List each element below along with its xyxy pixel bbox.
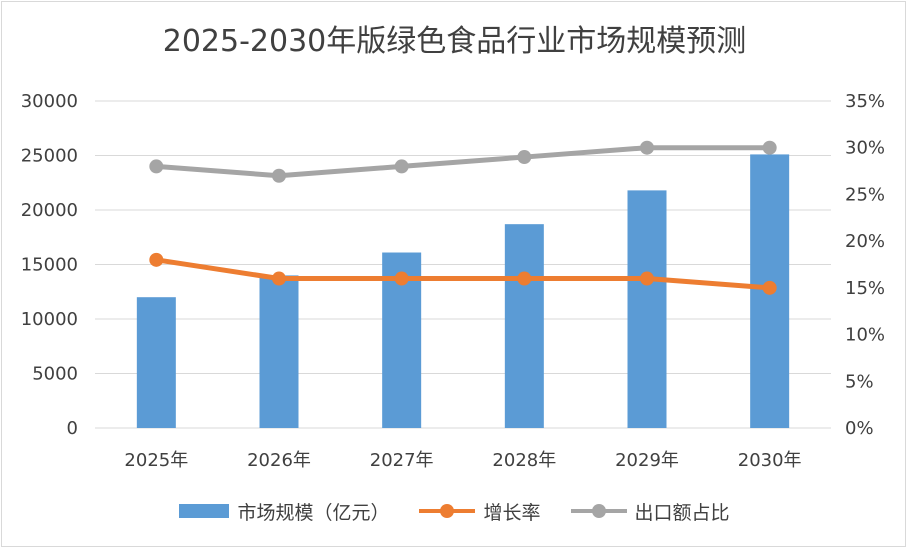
- legend-label-market-size: 市场规模（亿元）: [237, 501, 390, 524]
- y-right-tick-label: 0%: [845, 418, 874, 439]
- export-share-point: [640, 140, 654, 155]
- bar: [627, 190, 667, 428]
- x-tick-label: 2028年: [492, 450, 556, 471]
- growth-rate-point: [272, 271, 286, 286]
- export-share-point: [149, 159, 164, 174]
- x-tick-label: 2029年: [615, 450, 679, 471]
- growth-rate-point: [517, 271, 532, 286]
- y-right-tick-label: 10%: [845, 325, 885, 346]
- growth-rate-point: [394, 271, 409, 286]
- growth-rate-point: [149, 252, 164, 267]
- x-tick-label: 2025年: [124, 450, 188, 471]
- y-right-tick-label: 15%: [845, 278, 885, 299]
- export-share-point: [517, 150, 532, 165]
- export-share-line: [153, 145, 773, 179]
- legend-item-growth-rate: 增长率: [419, 498, 541, 525]
- growth-rate-line: [153, 257, 773, 291]
- growth-rate-point: [762, 280, 777, 295]
- bar: [136, 297, 176, 428]
- y-left-tick-label: 30000: [21, 91, 78, 112]
- bar: [259, 275, 299, 428]
- y-right-tick-label: 35%: [845, 91, 885, 112]
- y-left-tick-label: 20000: [21, 200, 78, 221]
- growth-rate-point: [640, 271, 654, 286]
- legend-swatch-export-line: [570, 504, 627, 518]
- y-left-tick-label: 25000: [21, 146, 78, 167]
- export-share-point: [272, 168, 286, 183]
- legend-label-growth-rate: 增长率: [483, 501, 541, 524]
- chart-legend: 市场规模（亿元） 增长率 出口额占比: [0, 496, 909, 526]
- y-left-tick-label: 10000: [21, 309, 78, 330]
- export-share-point: [762, 140, 777, 155]
- legend-item-export-share: 出口额占比: [570, 498, 730, 525]
- y-left-tick-label: 0: [67, 418, 78, 439]
- chart-title: 2025-2030年版绿色食品行业市场规模预测: [162, 24, 747, 59]
- export-share-point: [394, 159, 409, 174]
- x-tick-label: 2026年: [247, 450, 311, 471]
- legend-swatch-bar: [179, 504, 230, 518]
- y-right-tick-label: 20%: [845, 231, 885, 252]
- y-right-tick-label: 5%: [845, 371, 874, 392]
- y-left-tick-label: 15000: [21, 255, 78, 276]
- legend-item-market-size: 市场规模（亿元）: [179, 498, 389, 525]
- bar: [504, 224, 544, 428]
- x-tick-label: 2030年: [738, 450, 802, 471]
- y-right-tick-label: 30%: [845, 138, 885, 159]
- y-left-tick-label: 5000: [32, 364, 78, 385]
- y-right-tick-label: 25%: [845, 184, 885, 205]
- legend-label-export-share: 出口额占比: [634, 501, 730, 524]
- x-tick-label: 2027年: [370, 450, 434, 471]
- legend-swatch-growth-line: [419, 504, 476, 518]
